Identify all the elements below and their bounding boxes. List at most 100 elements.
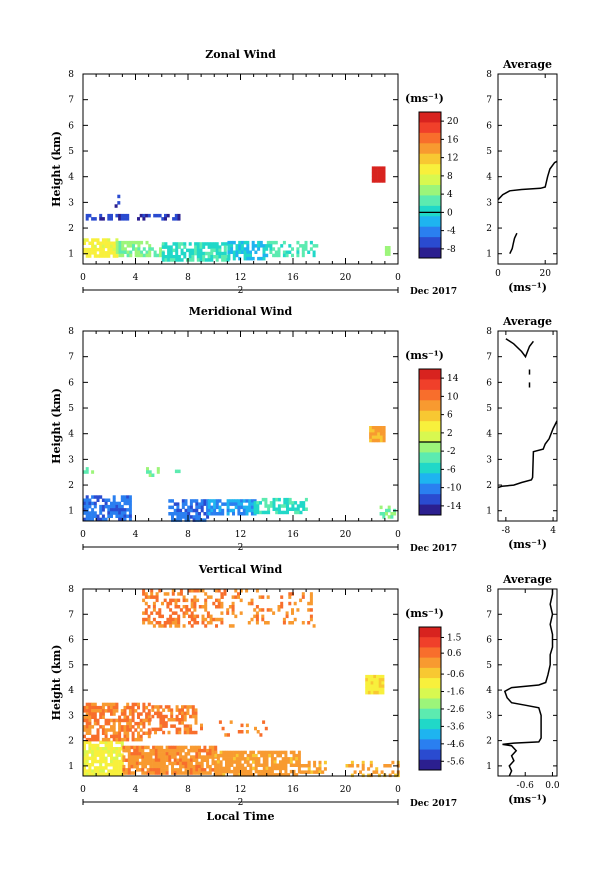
data-cell xyxy=(112,511,116,515)
data-cell xyxy=(131,731,135,735)
data-cell xyxy=(189,499,193,503)
data-cell xyxy=(118,772,122,777)
data-cell xyxy=(261,614,265,619)
x-tick-label: 16 xyxy=(287,785,299,795)
data-cell xyxy=(176,505,180,510)
data-cell xyxy=(223,592,227,596)
data-cell xyxy=(101,725,105,729)
data-cell xyxy=(175,255,179,259)
data-cell xyxy=(128,517,132,522)
data-cell xyxy=(198,512,201,516)
data-cell xyxy=(144,764,147,769)
data-cell xyxy=(284,753,288,758)
data-cell xyxy=(128,728,132,732)
data-cell xyxy=(129,244,133,248)
data-cell xyxy=(112,712,116,716)
data-cell xyxy=(270,753,274,758)
data-cell xyxy=(390,512,394,516)
data-cell xyxy=(374,438,378,443)
data-cell xyxy=(118,514,122,518)
data-cell xyxy=(85,504,89,509)
data-cell xyxy=(369,760,373,765)
data-cell xyxy=(176,512,180,516)
data-cell xyxy=(178,711,182,716)
data-cell xyxy=(146,470,149,474)
data-cell xyxy=(190,614,194,619)
data-cell xyxy=(208,745,212,750)
data-cell xyxy=(288,501,292,505)
data-cell xyxy=(238,757,242,761)
data-cell xyxy=(371,172,375,177)
x-tick-label: 8 xyxy=(185,273,191,283)
data-cell xyxy=(164,705,168,709)
colorbar-tick-label: 12 xyxy=(447,154,458,164)
data-cell xyxy=(183,724,187,728)
data-cell xyxy=(144,752,147,756)
data-cell xyxy=(215,499,219,503)
data-cell xyxy=(226,608,230,612)
colorbar-swatch xyxy=(419,667,441,679)
data-cell xyxy=(183,251,187,256)
date-label: Dec 2017 xyxy=(410,799,457,809)
data-cell xyxy=(183,727,187,732)
data-cell xyxy=(170,714,174,719)
data-cell xyxy=(83,747,86,751)
data-cell xyxy=(107,244,111,249)
data-cell xyxy=(104,498,108,502)
data-cell xyxy=(85,737,89,742)
data-cell xyxy=(380,770,384,774)
data-cell xyxy=(148,244,152,248)
data-cell xyxy=(215,255,219,259)
data-cell xyxy=(144,601,148,606)
data-cell xyxy=(147,734,151,739)
data-cell xyxy=(194,711,198,716)
data-cell xyxy=(261,595,265,599)
data-cell xyxy=(99,251,103,255)
data-cell xyxy=(126,240,130,245)
data-cell xyxy=(130,771,134,775)
data-cell xyxy=(216,763,220,767)
data-cell xyxy=(304,497,308,502)
colorbar-tick-label: -3.6 xyxy=(447,722,465,732)
data-cell xyxy=(249,750,253,755)
data-cell xyxy=(183,714,187,719)
data-cell xyxy=(367,678,371,682)
data-cell xyxy=(371,438,375,443)
data-cell xyxy=(179,608,183,612)
data-cell xyxy=(295,760,299,764)
data-cell xyxy=(194,242,198,246)
data-cell xyxy=(188,251,192,256)
data-cell xyxy=(115,718,119,723)
data-cell xyxy=(101,508,105,512)
data-cell xyxy=(175,258,179,262)
data-cell xyxy=(245,730,249,734)
data-cell xyxy=(142,213,146,218)
data-cell xyxy=(181,705,184,709)
data-cell xyxy=(117,194,121,199)
data-cell xyxy=(284,750,288,755)
data-cell xyxy=(158,589,162,593)
data-cell xyxy=(345,764,349,768)
data-cell xyxy=(110,759,113,764)
data-cell xyxy=(257,750,261,755)
data-cell xyxy=(135,752,139,756)
data-cell xyxy=(282,621,286,625)
data-cell xyxy=(115,769,119,773)
data-cell xyxy=(96,517,100,522)
data-cell xyxy=(213,508,217,513)
data-cell xyxy=(173,758,177,762)
data-cell xyxy=(256,504,260,508)
data-cell xyxy=(238,256,242,261)
data-cell xyxy=(369,435,373,440)
data-cell xyxy=(83,238,86,242)
data-cell xyxy=(276,773,280,777)
data-cell xyxy=(162,768,166,772)
data-cell xyxy=(204,601,208,606)
data-cell xyxy=(206,771,210,775)
data-cell xyxy=(212,601,216,606)
data-cell xyxy=(167,251,171,256)
data-cell xyxy=(301,247,305,251)
data-cell xyxy=(123,705,127,710)
colorbar-swatch xyxy=(419,164,441,176)
data-cell xyxy=(312,250,316,254)
